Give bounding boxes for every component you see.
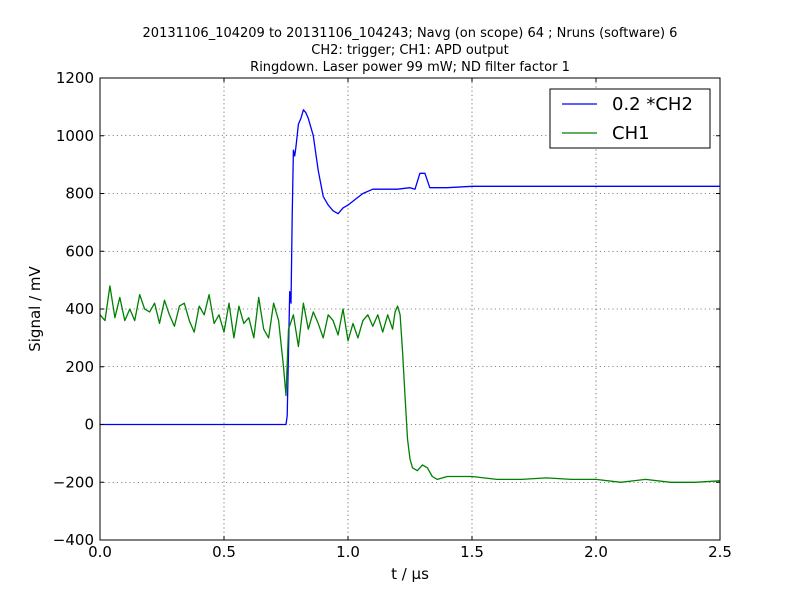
y-tick-label: 800: [65, 185, 94, 203]
x-tick-label: 2.0: [584, 543, 608, 561]
y-tick-label: 600: [65, 242, 94, 260]
y-tick-label: 1000: [56, 127, 94, 145]
chart-title-line-2: CH2: trigger; CH1: APD output: [311, 43, 508, 58]
y-tick-label: 200: [65, 358, 94, 376]
plot-series: [99, 109, 721, 483]
legend-label-ch1: CH1: [612, 123, 650, 144]
x-tick-label: 2.5: [708, 543, 732, 561]
x-axis-label: t / μs: [391, 565, 429, 583]
y-tick-label: 1200: [56, 69, 94, 87]
legend: 0.2 *CH2 CH1: [549, 88, 711, 149]
y-tick-label: −400: [53, 531, 94, 549]
series-line-ch1: [99, 285, 721, 483]
chart-title-line-3: Ringdown. Laser power 99 mW; ND filter f…: [250, 60, 570, 75]
chart-title-line-1: 20131106_104209 to 20131106_104243; Navg…: [143, 26, 678, 41]
legend-box: [549, 88, 711, 149]
x-tick-label: 1.0: [336, 543, 360, 561]
y-tick-label: −200: [53, 473, 94, 491]
x-tick-label: 0.0: [88, 543, 112, 561]
x-tick-label: 0.5: [212, 543, 236, 561]
y-tick-label: 0: [84, 416, 94, 434]
series-line-ch2: [100, 109, 720, 426]
y-axis-label: Signal / mV: [26, 265, 44, 351]
y-tick-label: 400: [65, 300, 94, 318]
x-tick-label: 1.5: [460, 543, 484, 561]
legend-label-ch2: 0.2 *CH2: [612, 94, 693, 115]
axis-ticks: 0.0 0.5 1.0 1.5 2.0 2.5 −400 −200 0 200 400 600 800 1…: [53, 69, 732, 561]
